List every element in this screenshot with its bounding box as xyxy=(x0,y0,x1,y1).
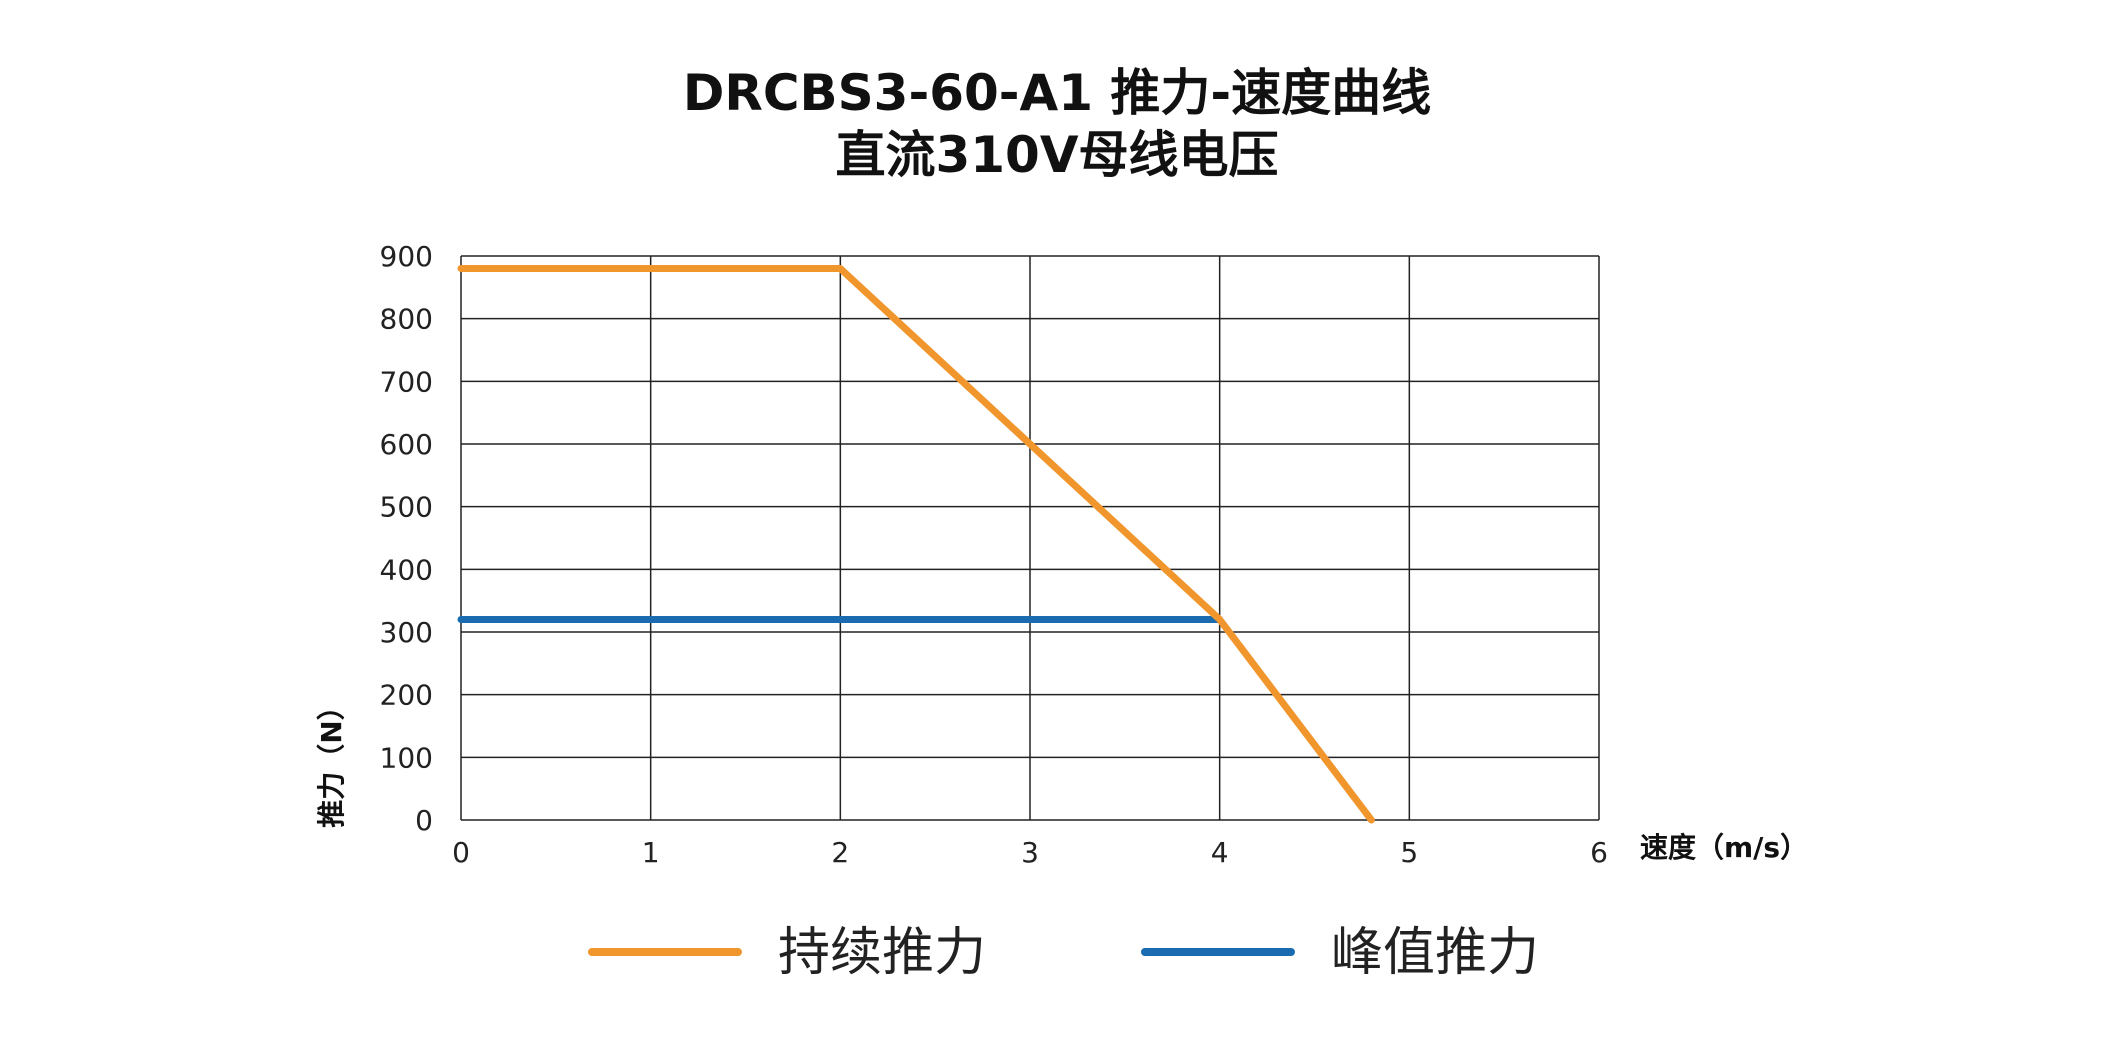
grid-lines xyxy=(460,255,1600,821)
y-tick-label: 500 xyxy=(380,491,433,524)
x-tick-label: 4 xyxy=(1211,836,1229,869)
legend: 持续推力 峰值推力 xyxy=(588,923,1539,983)
y-tick-label: 100 xyxy=(380,741,433,774)
legend-label: 峰值推力 xyxy=(1331,923,1539,983)
y-tick-label: 0 xyxy=(415,804,433,837)
x-axis-ticks: 0 1 2 3 4 5 6 xyxy=(452,836,1608,869)
chart-title: DRCBS3-60-A1 推力-速度曲线 xyxy=(683,64,1431,122)
y-tick-label: 200 xyxy=(380,679,433,712)
x-tick-label: 5 xyxy=(1400,836,1418,869)
x-tick-label: 6 xyxy=(1590,836,1608,869)
y-tick-label: 300 xyxy=(380,616,433,649)
y-tick-label: 800 xyxy=(380,303,433,336)
series-line xyxy=(457,265,1375,824)
y-axis-label: 推力（N） xyxy=(315,692,348,827)
x-tick-label: 2 xyxy=(831,836,849,869)
y-tick-label: 400 xyxy=(380,553,433,586)
chart-subtitle: 直流310V母线电压 xyxy=(835,126,1278,184)
x-tick-label: 3 xyxy=(1021,836,1039,869)
y-tick-label: 700 xyxy=(380,365,433,398)
x-tick-label: 0 xyxy=(452,836,470,869)
x-tick-label: 1 xyxy=(642,836,660,869)
legend-label: 持续推力 xyxy=(778,923,986,983)
series-lines xyxy=(457,265,1375,824)
y-tick-label: 900 xyxy=(380,240,433,273)
y-axis-ticks: 0 100 200 300 400 500 600 700 800 900 xyxy=(380,240,433,837)
y-tick-label: 600 xyxy=(380,428,433,461)
x-axis-label: 速度（m/s） xyxy=(1640,831,1808,864)
